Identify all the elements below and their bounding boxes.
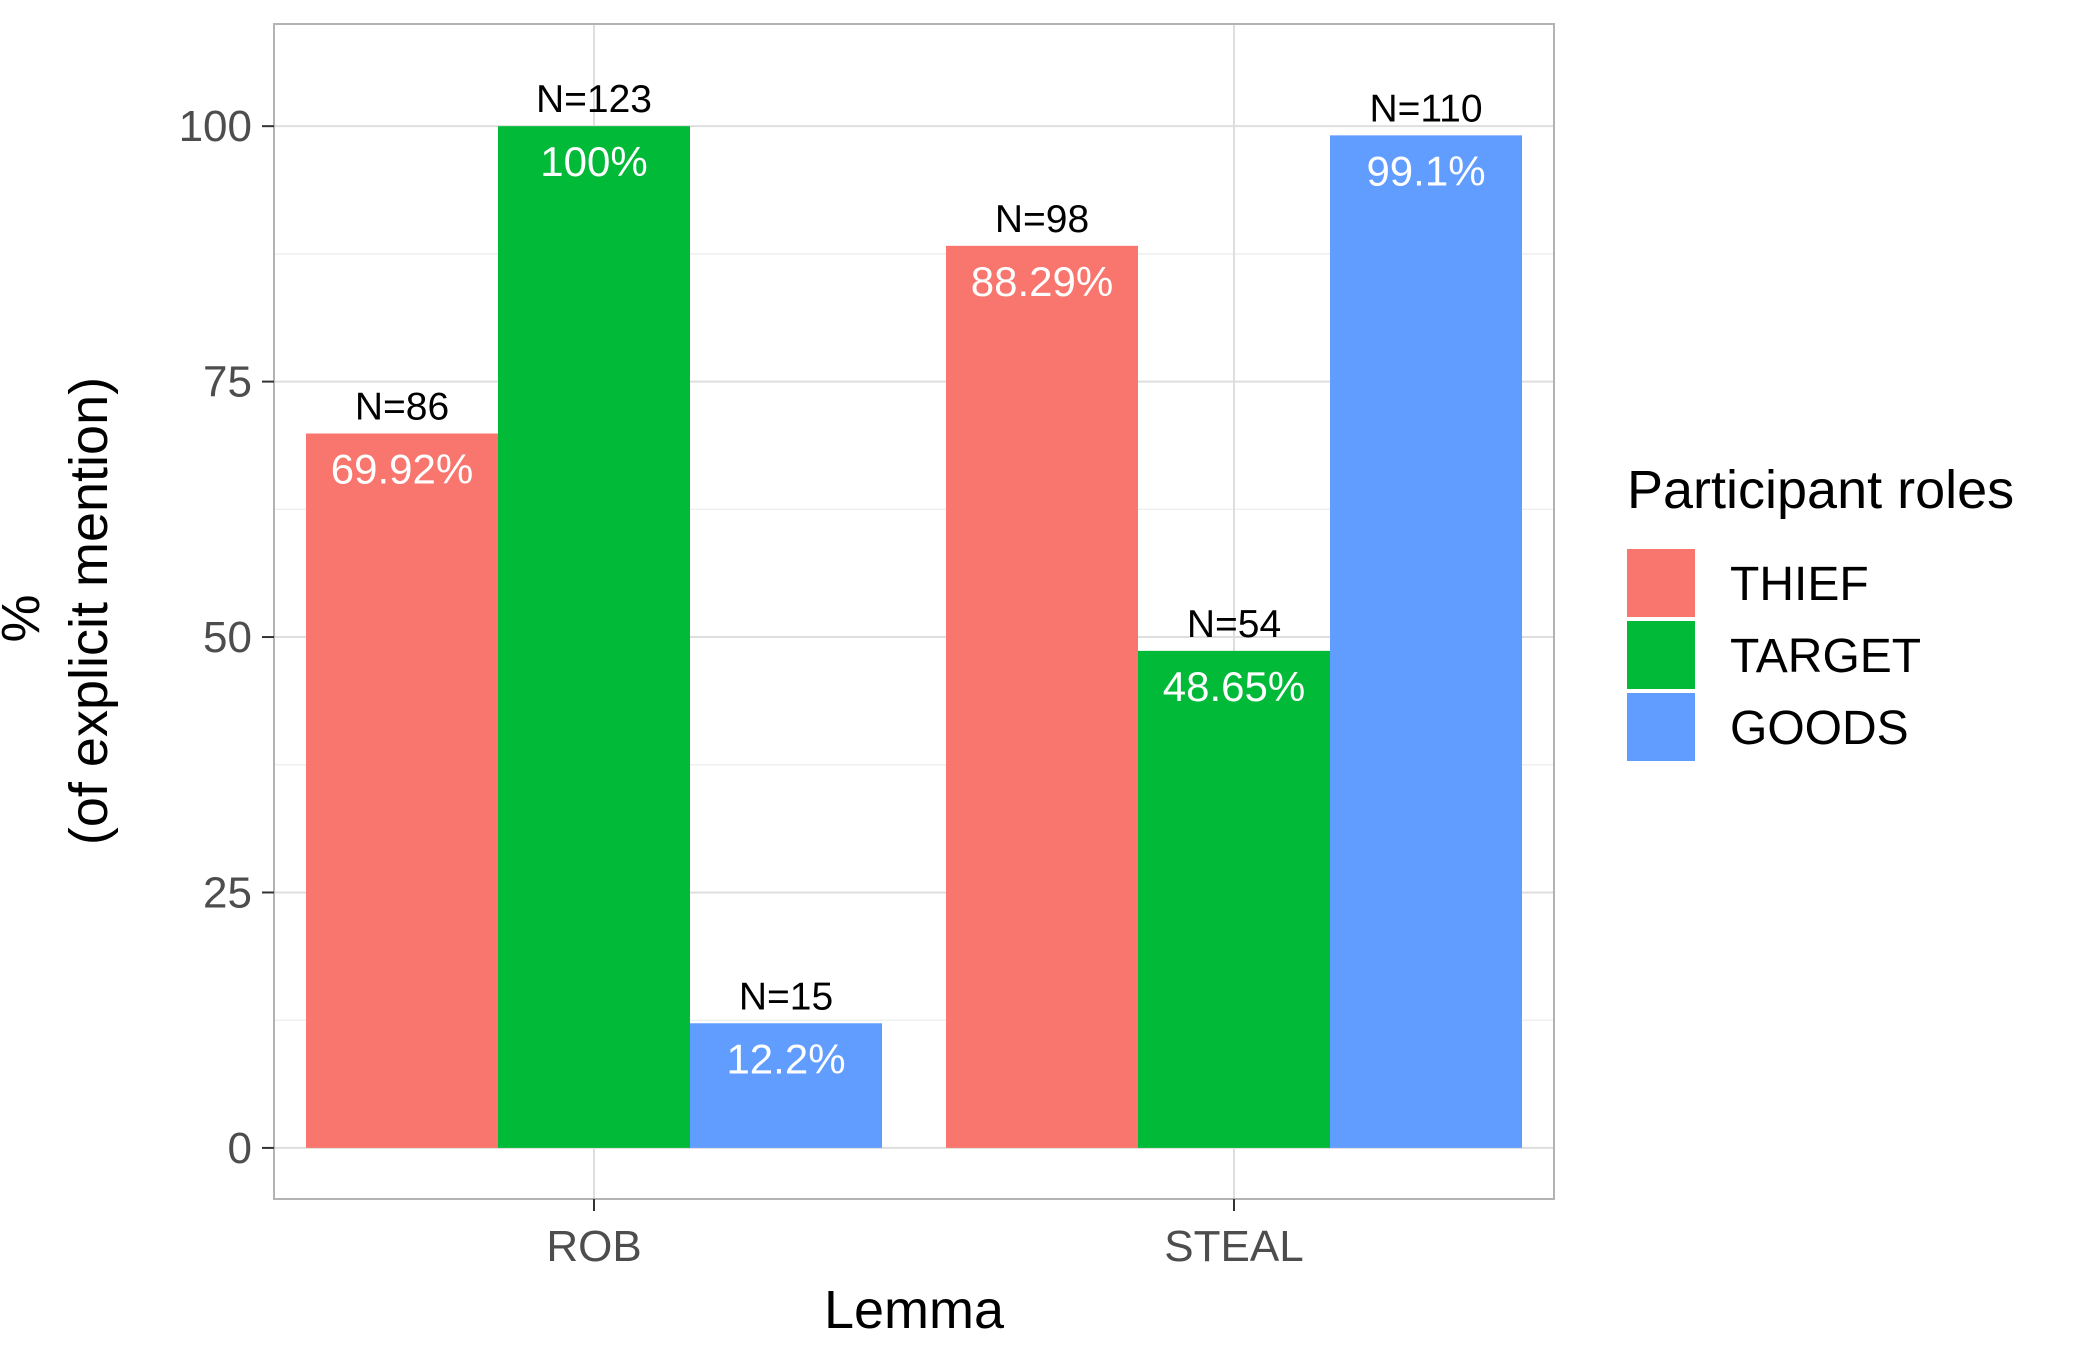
- x-tick-label: ROB: [546, 1222, 641, 1271]
- bar-value-label: 48.65%: [1163, 663, 1305, 710]
- legend-label-target: TARGET: [1730, 630, 1921, 683]
- bars: N=86 69.92% N=98 88.29% N=123 100% N=54 48.65% N…: [306, 78, 1522, 1148]
- bar-value-label: 100%: [540, 138, 647, 185]
- legend-key-goods: [1627, 693, 1695, 761]
- bar-count-label: N=98: [995, 198, 1089, 241]
- bar-count-label: N=15: [739, 975, 833, 1018]
- x-axis-title: Lemma: [824, 1280, 1005, 1340]
- bar-value-label: 88.29%: [971, 258, 1113, 305]
- legend-key-thief: [1627, 549, 1695, 617]
- y-axis-title-line-2: (of explicit mention): [59, 377, 119, 845]
- bar-thief: [306, 433, 498, 1148]
- bar-goods: [690, 1023, 882, 1148]
- legend-label-goods: GOODS: [1730, 702, 1909, 755]
- y-axis-title: % (of explicit mention): [0, 377, 119, 845]
- plot-border: [273, 23, 1555, 1200]
- legend-key-target: [1627, 621, 1695, 689]
- y-tick-label: 100: [179, 102, 252, 151]
- bar-goods: [1330, 135, 1522, 1148]
- axes: 0 25 50 75 100 ROB STEAL: [179, 102, 1304, 1271]
- bar-target: [498, 126, 690, 1148]
- bar-value-label: 69.92%: [331, 446, 473, 493]
- y-tick-label: 75: [203, 358, 252, 407]
- y-tick-label: 50: [203, 613, 252, 662]
- bar-count-label: N=86: [355, 386, 449, 429]
- x-tick-label: STEAL: [1164, 1222, 1303, 1271]
- bar-target: [1138, 650, 1330, 1148]
- bar-count-label: N=123: [536, 78, 652, 121]
- bar-count-label: N=110: [1369, 87, 1482, 130]
- y-axis-title-line-1: %: [0, 595, 51, 643]
- bar-value-label: 99.1%: [1366, 147, 1485, 194]
- bar-value-label: 12.2%: [726, 1035, 845, 1082]
- y-tick-label: 0: [228, 1124, 252, 1173]
- bar-count-label: N=54: [1187, 603, 1281, 646]
- bar-thief: [946, 245, 1138, 1148]
- legend-title: Participant roles: [1627, 460, 2014, 520]
- legend-label-thief: THIEF: [1730, 558, 1869, 611]
- y-tick-label: 25: [203, 868, 252, 917]
- legend: Participant roles THIEF TARGET GOODS: [1627, 460, 2014, 761]
